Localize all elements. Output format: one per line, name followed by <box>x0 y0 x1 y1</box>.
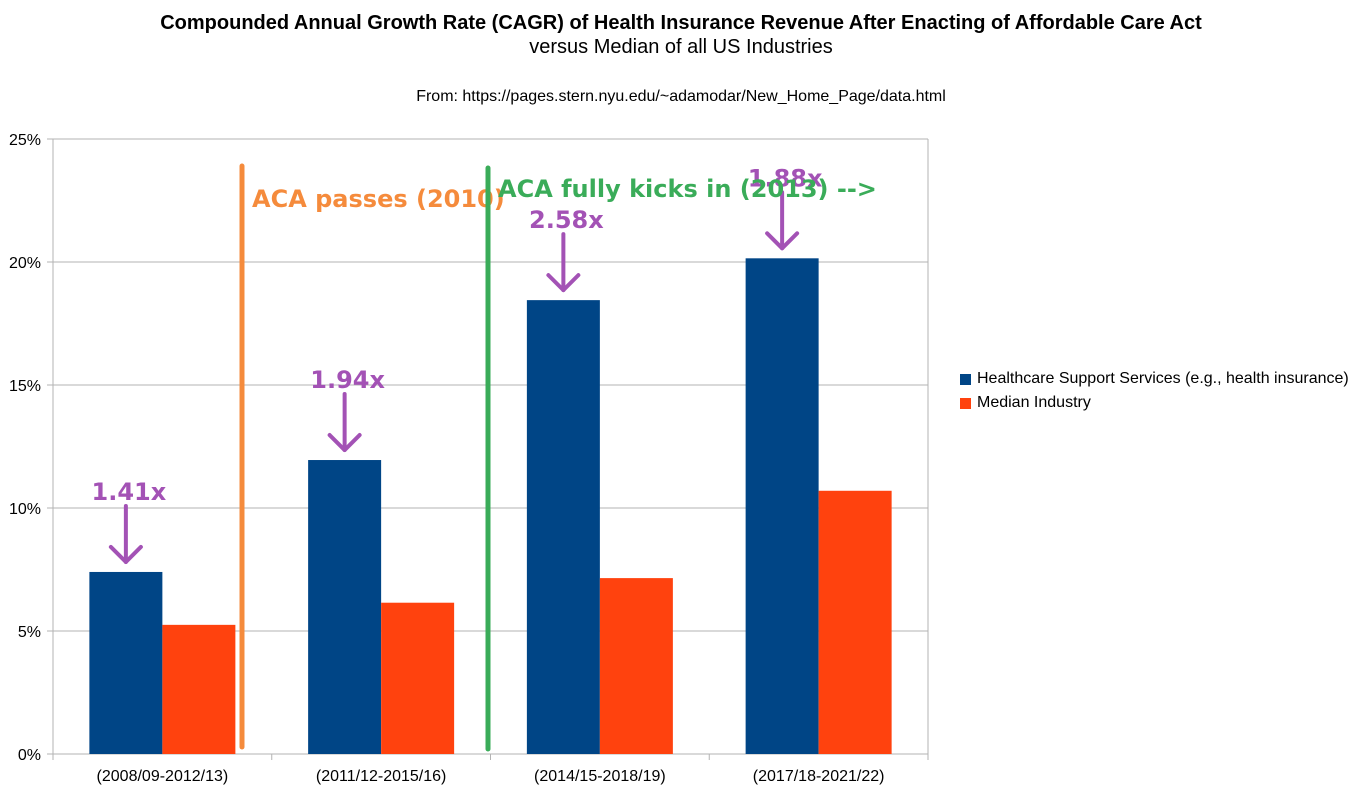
chart-subtitle: versus Median of all US Industries <box>529 36 833 58</box>
bar-median <box>818 490 892 754</box>
ratio-label: 1.94x <box>310 366 385 394</box>
y-tick-label: 0% <box>18 747 41 764</box>
x-tick-label: (2017/18-2021/22) <box>753 768 885 785</box>
bar-healthcare <box>745 258 819 754</box>
y-tick-label: 5% <box>18 624 41 641</box>
ratio-label: 1.41x <box>92 478 167 506</box>
legend-item-healthcare: Healthcare Support Services (e.g., healt… <box>960 370 1349 388</box>
chart-source: From: https://pages.stern.nyu.edu/~adamo… <box>416 88 946 105</box>
y-tick-label: 10% <box>9 501 41 518</box>
x-tick-label: (2008/09-2012/13) <box>97 768 229 785</box>
bar-healthcare <box>526 300 600 754</box>
y-tick-label: 25% <box>9 132 41 149</box>
chart-title: Compounded Annual Growth Rate (CAGR) of … <box>160 12 1202 34</box>
aca-passes-label: ACA passes (2010) <box>252 185 505 213</box>
ratio-label: 2.58x <box>529 206 604 234</box>
legend-swatch-median <box>960 397 971 409</box>
y-tick-label: 20% <box>9 255 41 272</box>
bar-healthcare <box>308 460 382 754</box>
legend-swatch-healthcare <box>960 373 971 385</box>
ratio-arrow-head <box>765 231 800 251</box>
bar-median <box>381 602 455 754</box>
ratio-arrow-head <box>546 273 581 293</box>
ratio-label: 1.88x <box>748 164 823 192</box>
legend-label-median: Median Industry <box>977 394 1091 411</box>
x-tick-label: (2011/12-2015/16) <box>316 768 446 785</box>
legend-item-median: Median Industry <box>960 394 1091 412</box>
aca-kicks-in-label: ACA fully kicks in (2013) --> <box>498 175 877 203</box>
bar-median <box>599 578 673 754</box>
x-tick-label: (2014/15-2018/19) <box>534 768 666 785</box>
legend-label-healthcare: Healthcare Support Services (e.g., healt… <box>977 370 1349 387</box>
y-tick-label: 15% <box>9 378 41 395</box>
ratio-arrow-head <box>108 544 143 564</box>
bar-healthcare <box>89 571 163 754</box>
bar-median <box>162 624 236 754</box>
ratio-arrow-head <box>327 433 362 453</box>
